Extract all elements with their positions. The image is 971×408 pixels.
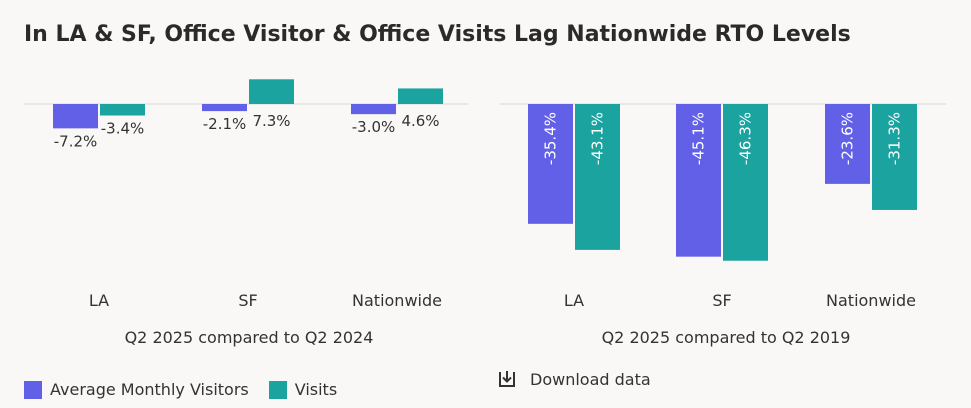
- data-label: -2.1%: [203, 115, 247, 133]
- x-tick-label: SF: [712, 291, 731, 310]
- download-data-label: Download data: [530, 369, 651, 389]
- data-label: 4.6%: [401, 112, 439, 130]
- data-label: -23.6%: [839, 112, 857, 165]
- bar-2-sf-visitors: [676, 104, 721, 257]
- bar-1-nationwide-visits: [398, 88, 443, 104]
- legend-item-visitors[interactable]: Average Monthly Visitors: [24, 380, 249, 399]
- bar-2-la-visits: [575, 104, 620, 250]
- chart-title: In LA & SF, Office Visitor & Office Visi…: [24, 22, 851, 47]
- data-label: -43.1%: [589, 112, 607, 165]
- bar-2-nationwide-visits: [872, 104, 917, 210]
- bar-1-nationwide-visitors: [351, 104, 396, 115]
- data-label: -7.2%: [54, 132, 98, 150]
- legend: Average Monthly Visitors Visits: [24, 380, 347, 399]
- x-tick-label: Nationwide: [826, 291, 916, 310]
- x-tick-label: LA: [89, 291, 109, 310]
- data-label: -46.3%: [737, 112, 755, 165]
- data-label: -31.3%: [886, 112, 904, 165]
- x-tick-label: Nationwide: [352, 291, 442, 310]
- x-tick-label: SF: [238, 291, 257, 310]
- download-icon: [496, 368, 518, 390]
- bar-1-la-visits: [100, 104, 145, 116]
- legend-swatch-visits: [268, 380, 287, 399]
- data-label: -3.4%: [101, 120, 145, 138]
- legend-swatch-visitors: [24, 380, 42, 399]
- x-tick-label: LA: [564, 291, 584, 310]
- x-axis-label: Q2 2025 compared to Q2 2024: [125, 328, 374, 347]
- bar-1-sf-visits: [249, 79, 294, 104]
- bar-2-sf-visits: [723, 104, 768, 261]
- legend-label-visitors: Average Monthly Visitors: [50, 380, 249, 399]
- data-label: -45.1%: [690, 112, 708, 165]
- bar-1-la-visitors: [53, 104, 98, 129]
- data-label: -3.0%: [352, 118, 396, 136]
- bar-2-la-visitors: [528, 104, 573, 224]
- download-data-button[interactable]: Download data: [496, 368, 651, 390]
- data-label: -35.4%: [542, 112, 560, 165]
- bar-2-nationwide-visitors: [825, 104, 870, 184]
- bar-1-sf-visitors: [202, 104, 247, 112]
- legend-label-visits: Visits: [294, 380, 338, 399]
- legend-item-visits[interactable]: Visits: [268, 380, 338, 399]
- x-axis-label: Q2 2025 compared to Q2 2019: [602, 328, 851, 347]
- data-label: 7.3%: [252, 112, 290, 130]
